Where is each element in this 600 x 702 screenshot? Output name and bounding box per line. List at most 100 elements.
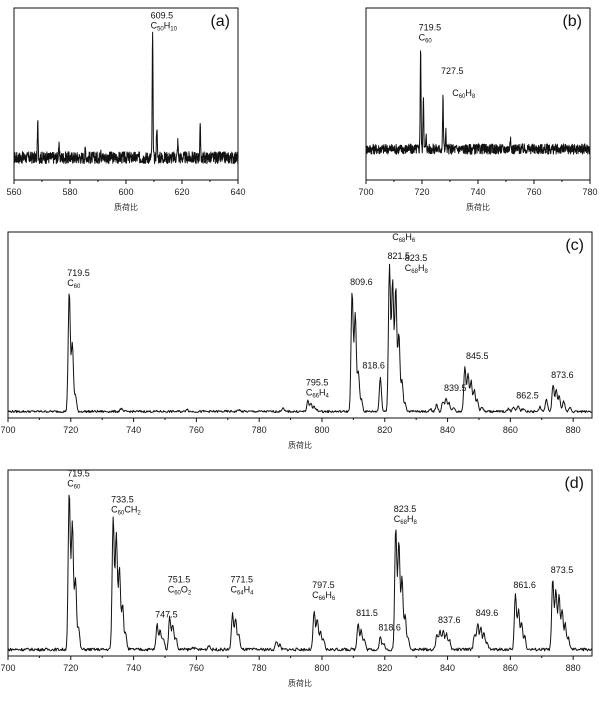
annotation-text: 719.5: [67, 469, 90, 479]
peak-annotation: 837.6: [438, 615, 461, 625]
annotation-text: C64H4: [230, 585, 254, 597]
x-tick-label: 780: [582, 187, 597, 197]
x-tick-label: 740: [470, 187, 485, 197]
annotation-text: 751.5: [168, 575, 191, 585]
peak-annotation: 873.5: [551, 565, 574, 575]
annotation-text: C60O2: [168, 585, 192, 597]
peak-annotation: 809.6: [350, 277, 373, 287]
annotation-text: C68H8: [405, 263, 429, 275]
plot-frame: [7, 231, 593, 419]
annotation-text: 795.5: [306, 378, 329, 388]
chart-d: 700 720 740 760 780 800 820 840 860 880 质荷比 (d) 719.…: [0, 469, 593, 688]
annotation-text: C68H6: [392, 232, 416, 244]
annotation-text: 609.5: [151, 10, 174, 20]
peak-annotation: 811.5: [356, 608, 378, 618]
spectrum-line: [365, 50, 591, 155]
annotation-text: C60: [419, 32, 433, 44]
annotation-text: C60H8: [452, 88, 476, 100]
peak-annotation: 845.5: [466, 351, 489, 361]
plot-frame: [7, 469, 593, 657]
annotation-text: 845.5: [466, 351, 489, 361]
x-axis-label: 质荷比: [288, 678, 312, 688]
peak-annotation: 862.5: [516, 390, 539, 400]
annotation-text: 837.6: [438, 615, 461, 625]
peak-annotation: 861.6: [513, 580, 536, 590]
annotation-text: C60: [67, 278, 81, 290]
annotation-text: 823.5: [394, 504, 417, 514]
panel-label: (c): [565, 237, 584, 254]
annotation-text: 861.6: [513, 580, 536, 590]
annotation-text: C60: [67, 479, 81, 491]
annotation-text: 849.6: [476, 608, 499, 618]
annotation-text: 719.5: [67, 268, 90, 278]
peak-annotation: 747.5: [155, 610, 178, 620]
annotation-text: 821.5: [387, 251, 410, 261]
x-tick-label: 580: [62, 187, 77, 197]
annotation-text: 771.5: [230, 575, 253, 585]
panel-d: 700 720 740 760 780 800 820 840 860 880 质荷比 (d) 719.…: [0, 469, 600, 698]
annotation-text: C68H8: [394, 514, 418, 526]
x-tick-label: 800: [314, 425, 329, 435]
panel-label: (a): [210, 13, 230, 30]
panel-b: 700 720 740 760 780 质荷比 (b) 719.5 C60 727.5 C60H8: [358, 7, 600, 226]
x-tick-label: 780: [252, 425, 267, 435]
annotation-text: 809.6: [350, 277, 373, 287]
x-tick-label: 820: [377, 425, 392, 435]
x-tick-label: 740: [126, 425, 141, 435]
x-tick-label: 700: [358, 187, 373, 197]
x-tick-label: 760: [189, 425, 204, 435]
annotation-text: 839.5: [444, 383, 467, 393]
annotation-text: 818.6: [378, 623, 401, 633]
x-tick-label: 560: [6, 187, 21, 197]
x-tick-label: 840: [440, 425, 455, 435]
spectrum-line: [7, 494, 593, 652]
peak-annotation: 818.6: [362, 361, 385, 371]
peak-annotation: C60H8: [452, 88, 476, 100]
annotation-text: 733.5: [111, 495, 134, 505]
peak-annotation: 839.5: [444, 383, 467, 393]
peak-annotation: 818.6: [378, 623, 401, 633]
annotation-text: 727.5: [441, 66, 464, 76]
x-tick-label: 740: [126, 663, 141, 673]
spectrum-line: [7, 263, 593, 414]
annotation-text: 873.5: [551, 565, 574, 575]
x-tick-label: 860: [503, 425, 518, 435]
x-tick-label: 820: [377, 663, 392, 673]
x-tick-label: 720: [414, 187, 429, 197]
annotation-text: 797.5: [312, 580, 335, 590]
x-tick-label: 700: [0, 425, 15, 435]
peak-annotation: 821.5: [387, 251, 410, 261]
x-tick-label: 600: [118, 187, 133, 197]
x-tick-label: 880: [566, 663, 581, 673]
annotation-text: 823.5: [405, 253, 428, 263]
x-tick-label: 880: [566, 425, 581, 435]
x-tick-label: 700: [0, 663, 15, 673]
annotation-text: 719.5: [419, 22, 442, 32]
x-tick-label: 760: [189, 663, 204, 673]
x-tick-label: 780: [252, 663, 267, 673]
annotation-text: C50H10: [151, 20, 178, 32]
x-axis-label: 质荷比: [466, 202, 490, 212]
x-tick-label: 720: [63, 663, 78, 673]
annotation-text: 811.5: [356, 608, 378, 618]
peak-annotation: C68H6: [392, 232, 416, 244]
peak-annotation: 873.6: [551, 370, 574, 380]
annotation-text: 873.6: [551, 370, 574, 380]
annotation-text: 862.5: [516, 390, 539, 400]
x-tick-label: 620: [174, 187, 189, 197]
annotation-text: 818.6: [362, 361, 385, 371]
annotation-text: C66H4: [306, 388, 330, 400]
x-tick-label: 840: [440, 663, 455, 673]
x-axis-label: 质荷比: [114, 202, 138, 212]
spectrum-line: [13, 31, 239, 165]
